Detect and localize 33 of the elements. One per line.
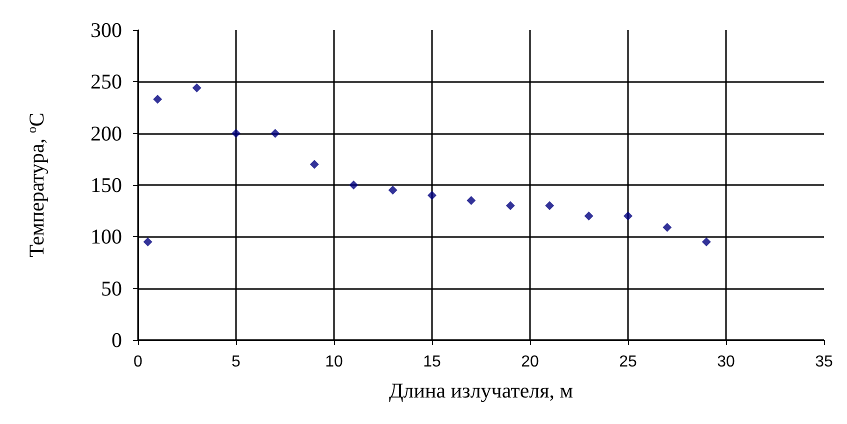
point (466, 196, 476, 205)
y-tick-label: 0 (112, 328, 122, 352)
point (153, 94, 162, 104)
y-tick-label: 150 (90, 173, 122, 197)
point (545, 201, 554, 210)
point (702, 237, 711, 246)
point (662, 222, 672, 232)
point (388, 186, 398, 195)
y-axis-title: Температура, oC (24, 112, 48, 258)
x-axis-title: Длина излучателя, м (388, 378, 574, 402)
x-tick-label: 15 (423, 354, 441, 370)
x-tick-label: 0 (134, 354, 143, 370)
point (428, 190, 436, 200)
point (506, 201, 515, 210)
point (143, 237, 152, 246)
point (310, 160, 319, 169)
point (624, 212, 632, 220)
y-tick-label: 250 (90, 70, 122, 94)
x-tick-label: 5 (232, 354, 241, 370)
point (192, 83, 202, 92)
y-tick-label: 50 (101, 276, 122, 300)
point (349, 180, 358, 190)
point (584, 212, 594, 220)
y-tick-label: 300 (90, 18, 122, 42)
x-tick-label: 10 (325, 354, 343, 370)
x-tick-label: 30 (717, 354, 735, 370)
point (232, 128, 240, 138)
y-tick-label: 200 (90, 121, 122, 146)
x-tick-label: 25 (619, 354, 637, 370)
y-tick-label: 100 (90, 224, 122, 249)
x-tick-label: 20 (521, 354, 539, 370)
point (270, 128, 280, 138)
x-tick-label: 35 (815, 354, 833, 370)
